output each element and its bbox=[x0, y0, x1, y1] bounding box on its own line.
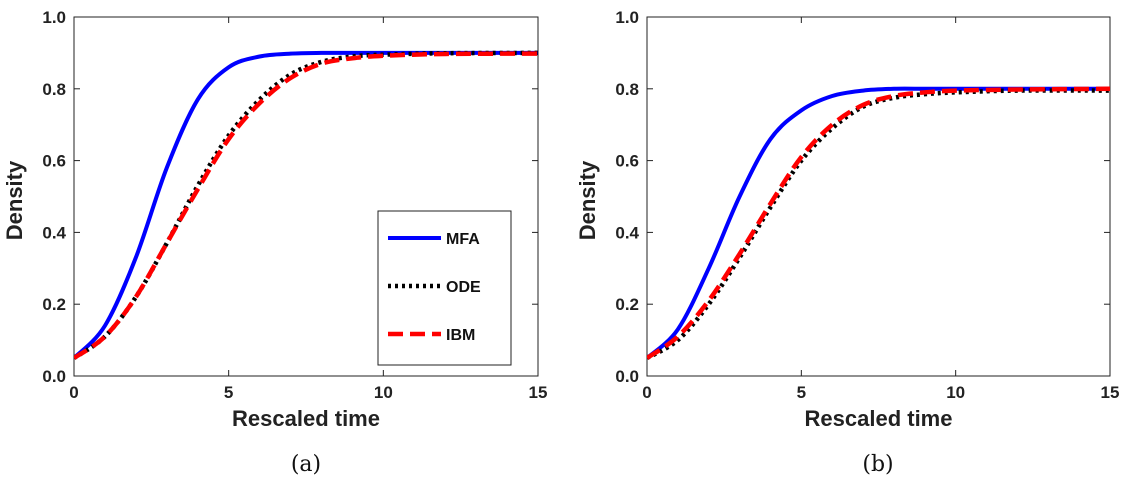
x-tick-label: 10 bbox=[374, 383, 393, 402]
y-tick-label: 0.8 bbox=[42, 80, 66, 99]
plot-frame bbox=[73, 16, 539, 377]
panel-caption: (b) bbox=[862, 452, 893, 477]
panel-caption: (a) bbox=[291, 452, 321, 477]
y-tick-label: 0.6 bbox=[42, 152, 66, 171]
series-group bbox=[74, 50, 538, 360]
x-tick-label: 5 bbox=[797, 383, 806, 402]
x-tick-label: 10 bbox=[946, 383, 965, 402]
legend-label-ode: ODE bbox=[446, 279, 481, 296]
x-tick-label: 0 bbox=[642, 383, 651, 402]
legend-label-ibm: IBM bbox=[446, 327, 475, 344]
x-axis-label: Rescaled time bbox=[232, 406, 380, 431]
legend: MFA ODE IBM bbox=[377, 210, 512, 366]
series-line-ode bbox=[647, 88, 1110, 361]
x-axis-label: Rescaled time bbox=[805, 406, 953, 431]
y-tick-label: 0.2 bbox=[615, 295, 639, 314]
y-tick-label: 1.0 bbox=[42, 8, 66, 27]
x-tick-label: 15 bbox=[529, 383, 548, 402]
series-line-ibm bbox=[647, 86, 1110, 360]
x-tick-label: 5 bbox=[224, 383, 233, 402]
series-line-mfa bbox=[647, 86, 1110, 360]
y-tick-label: 0.2 bbox=[42, 295, 66, 314]
chart-panel-a: 0 5 10 15 0.0 0.2 0.4 0.6 0.8 1.0 Rescaled time Den… bbox=[2, 8, 547, 477]
plot-frame bbox=[646, 16, 1111, 377]
series-group bbox=[647, 86, 1110, 361]
chart-panel-b: 0 5 10 15 0.0 0.2 0.4 0.6 0.8 1.0 Rescaled time Den… bbox=[575, 8, 1119, 477]
y-tick-label: 0.8 bbox=[615, 80, 639, 99]
y-tick-label: 1.0 bbox=[615, 8, 639, 27]
y-tick-label: 0.4 bbox=[615, 223, 639, 242]
x-tick-label: 0 bbox=[69, 383, 78, 402]
y-axis-label: Density bbox=[2, 160, 27, 240]
legend-label-mfa: MFA bbox=[446, 231, 480, 248]
y-axis-label: Density bbox=[575, 160, 600, 240]
y-tick-label: 0.0 bbox=[42, 367, 66, 386]
y-tick-label: 0.6 bbox=[615, 152, 639, 171]
y-tick-label: 0.0 bbox=[615, 367, 639, 386]
x-tick-label: 15 bbox=[1101, 383, 1120, 402]
series-line-ibm bbox=[74, 51, 538, 360]
y-tick-label: 0.4 bbox=[42, 223, 66, 242]
